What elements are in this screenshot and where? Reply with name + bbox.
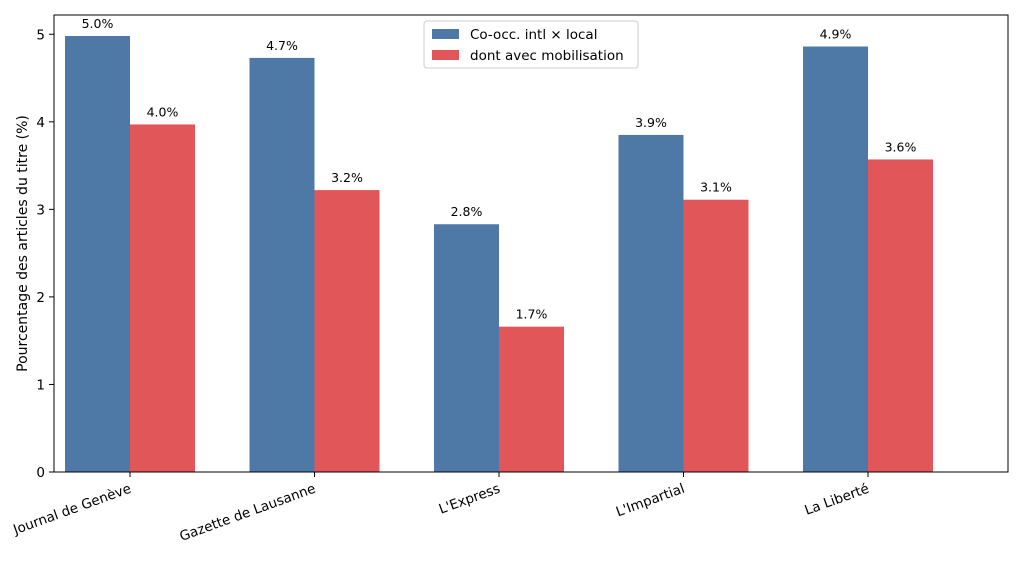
bar-mobilisation-1 [314,190,380,473]
bars-group [65,36,933,473]
legend-label: Co-occ. intl × local [470,27,597,43]
legend: Co-occ. intl × local dont avec mobilisati… [423,20,639,69]
data-labels-group: 5.0% 4.7% 2.8% 3.9% 4.9% 4.0% 3.2% 1.7% 3.1% 3.6% [82,16,917,322]
x-axis: Journal de Genève Gazette de Lausanne L'Ex… [10,472,871,545]
y-axis: 0 1 2 3 4 5 [36,27,54,481]
x-tick-label: Gazette de Lausanne [177,481,317,545]
bar-cooccurrence-2 [434,224,499,472]
x-tick-label: L'Impartial [614,481,687,521]
y-tick-label: 2 [36,290,45,306]
x-tick-label: La Liberté [803,481,872,519]
legend-swatch [432,29,459,39]
bar-value-label: 3.2% [331,170,363,185]
y-tick-label: 3 [36,202,45,218]
bar-cooccurrence-3 [618,134,684,472]
bar-value-label: 3.6% [885,139,917,154]
y-axis-label: Pourcentage des articles du titre (%) [15,115,31,372]
bar-mobilisation-3 [683,199,749,472]
bar-cooccurrence-0 [65,36,130,472]
bar-mobilisation-0 [130,124,195,472]
bar-value-label: 2.8% [451,204,483,219]
bar-value-label: 5.0% [82,16,114,31]
x-tick-label: L'Express [437,481,503,518]
bar-value-label: 1.7% [516,307,548,322]
y-tick-label: 5 [36,27,45,43]
legend-label: dont avec mobilisation [470,48,624,64]
x-tick-label: Journal de Genève [10,481,133,539]
legend-swatch [432,50,459,60]
bar-value-label: 4.9% [820,27,852,42]
bar-cooccurrence-4 [803,46,868,472]
y-tick-label: 4 [36,115,45,131]
bar-cooccurrence-1 [249,57,315,472]
bar-value-label: 4.0% [147,104,179,119]
bar-mobilisation-4 [868,159,933,472]
bar-value-label: 3.1% [700,180,732,195]
bar-value-label: 4.7% [266,38,298,53]
y-tick-label: 1 [36,377,45,393]
bar-mobilisation-2 [499,326,564,472]
plot-frame [53,14,1009,473]
y-tick-label: 0 [36,465,45,481]
bar-value-label: 3.9% [635,115,667,130]
legend-box [423,20,639,69]
